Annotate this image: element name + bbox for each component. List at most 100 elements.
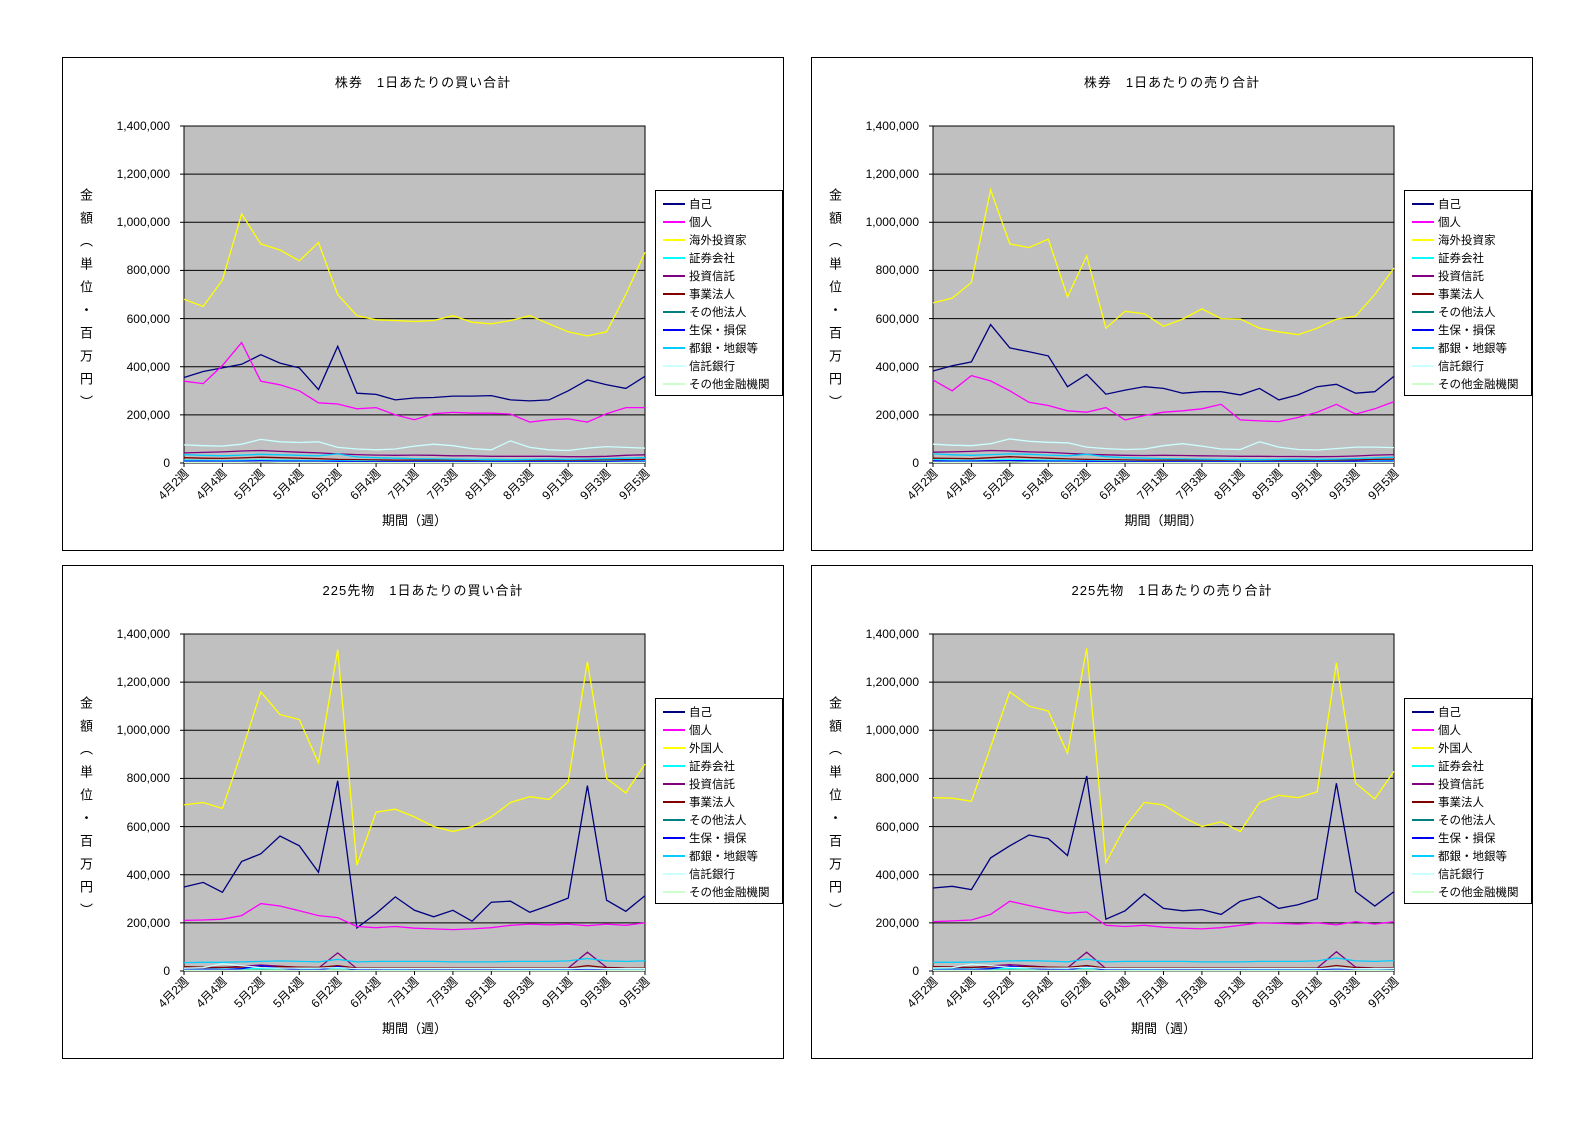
legend-label: 生保・損保 <box>1438 833 1496 845</box>
series-line-生保・損保 <box>184 460 645 463</box>
legend-item: 事業法人 <box>1412 285 1531 303</box>
legend-item: 証券会社 <box>663 757 782 775</box>
series-line-信託銀行 <box>932 438 1395 451</box>
chart-stocks-buy: 株券 1日あたりの買い合計 金額（単位・百万円） 0 200,000 400,000… <box>62 57 784 551</box>
x-tick-label: 6月2週 <box>308 974 345 1011</box>
legend-line-swatch <box>1412 365 1434 367</box>
legend-label: 事業法人 <box>1438 289 1484 301</box>
legend-label: 外国人 <box>689 743 724 755</box>
legend-line-swatch <box>663 293 685 295</box>
y-tick-label: 0 <box>912 456 919 470</box>
legend-line-swatch <box>1412 729 1434 731</box>
legend-item: 外国人 <box>1412 739 1531 757</box>
legend-label: 信託銀行 <box>689 361 735 373</box>
x-tick-label: 9月1週 <box>539 974 576 1011</box>
legend-label: 生保・損保 <box>689 833 747 845</box>
legend-item: 外国人 <box>663 739 782 757</box>
legend-item: 個人 <box>1412 213 1531 231</box>
legend-line-swatch <box>1412 383 1434 385</box>
x-tick-label: 7月1週 <box>1134 466 1171 503</box>
x-tick-label: 8月1週 <box>1211 466 1248 503</box>
series-line-信託銀行 <box>183 438 646 452</box>
plot-svg <box>180 633 646 975</box>
y-axis-title: 金額（単位・百万円） <box>78 188 93 418</box>
legend-label: 信託銀行 <box>1438 869 1484 881</box>
chart-title: 225先物 1日あたりの買い合計 <box>322 583 524 598</box>
legend-label: その他法人 <box>1438 815 1496 827</box>
legend-line-swatch <box>1412 747 1434 749</box>
legend-label: 個人 <box>1438 725 1461 737</box>
legend-line-swatch <box>663 365 685 367</box>
legend-label: 証券会社 <box>689 253 735 265</box>
y-tick-label: 800,000 <box>126 263 170 278</box>
chart-stocks-sell: 株券 1日あたりの売り合計 金額（単位・百万円） 0 200,000 400,000… <box>811 57 1533 551</box>
legend-label: 事業法人 <box>689 289 735 301</box>
x-tick-label: 9月5週 <box>1364 974 1402 1011</box>
chart-title: 225先物 1日あたりの売り合計 <box>1071 583 1273 598</box>
series-line-その他金融機関 <box>933 461 1394 464</box>
x-tick-label: 9月3週 <box>577 974 614 1011</box>
legend-line-swatch <box>1412 765 1434 767</box>
legend-label: その他法人 <box>689 307 747 319</box>
legend-line-swatch <box>663 783 685 785</box>
legend-label: その他金融機関 <box>1438 887 1519 899</box>
legend-label: 生保・損保 <box>689 325 747 337</box>
legend-item: 自己 <box>1412 703 1531 721</box>
legend-label: 事業法人 <box>689 797 735 809</box>
legend: 自己 個人 海外投資家 証券会社 投資信託 事業法人 その他法人 生保・損保 都銀・地銀等 信託銀… <box>655 190 783 396</box>
x-tick-label: 6月4週 <box>346 974 384 1011</box>
legend-label: その他法人 <box>1438 307 1496 319</box>
x-tick-label: 5月4週 <box>1019 974 1056 1011</box>
legend-item: 投資信託 <box>1412 267 1531 285</box>
x-tick-label: 8月1週 <box>1211 974 1248 1011</box>
legend-item: その他法人 <box>663 303 782 321</box>
legend-item: 事業法人 <box>663 793 782 811</box>
x-tick-label: 7月3週 <box>423 974 461 1011</box>
x-tick-label: 6月4週 <box>1095 974 1133 1011</box>
legend-line-swatch <box>663 891 685 893</box>
y-tick-label: 600,000 <box>875 819 919 834</box>
y-tick-label: 200,000 <box>126 915 170 930</box>
x-tick-label: 8月1週 <box>462 974 499 1011</box>
x-tick-label: 4月2週 <box>154 974 192 1011</box>
x-tick-label: 7月3週 <box>1172 466 1210 503</box>
legend-line-swatch <box>663 747 685 749</box>
legend-line-swatch <box>663 801 685 803</box>
legend-item: 個人 <box>663 213 782 231</box>
y-tick-label: 800,000 <box>126 771 170 786</box>
legend-label: 自己 <box>1438 199 1461 211</box>
series-line-信託銀行 <box>183 963 645 970</box>
legend-line-swatch <box>663 275 685 277</box>
plot-svg <box>929 633 1395 975</box>
legend-item: 証券会社 <box>663 249 782 267</box>
series-line-都銀・地銀等 <box>183 453 646 461</box>
legend-label: 投資信託 <box>689 779 735 791</box>
y-tick-label: 400,000 <box>875 867 919 882</box>
legend-line-swatch <box>663 383 685 385</box>
legend-line-swatch <box>663 347 685 349</box>
legend-item: 事業法人 <box>1412 793 1531 811</box>
plot-area <box>929 125 1395 467</box>
series-line-都銀・地銀等 <box>183 957 646 964</box>
series-line-その他金融機関 <box>184 461 645 464</box>
chart-title: 株券 1日あたりの買い合計 <box>334 75 512 90</box>
legend-line-swatch <box>663 311 685 313</box>
legend-label: 証券会社 <box>1438 761 1484 773</box>
legend-item: 生保・損保 <box>663 829 782 847</box>
legend-item: 生保・損保 <box>663 321 782 339</box>
y-tick-label: 1,200,000 <box>116 675 170 690</box>
legend-item: 海外投資家 <box>663 231 782 249</box>
legend-line-swatch <box>1412 239 1434 241</box>
x-tick-label: 9月5週 <box>615 466 653 503</box>
legend-item: その他金融機関 <box>663 375 782 393</box>
series-line-事業法人 <box>932 456 1395 461</box>
legend-label: 自己 <box>689 707 712 719</box>
legend-item: 生保・損保 <box>1412 321 1531 339</box>
plot-svg <box>929 125 1395 467</box>
x-tick-label: 7月1週 <box>385 974 422 1011</box>
plot-background <box>183 125 646 464</box>
series-line-投資信託 <box>183 449 646 458</box>
y-tick-label: 200,000 <box>126 407 170 422</box>
y-tick-label: 1,000,000 <box>116 215 170 230</box>
legend-item: 事業法人 <box>663 285 782 303</box>
